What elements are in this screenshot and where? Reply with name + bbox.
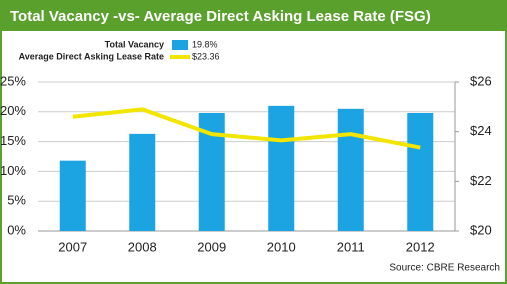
- bar: [59, 160, 86, 231]
- y-tick-label: 25%: [0, 73, 26, 88]
- chart-title: Total Vacancy -vs- Average Direct Asking…: [10, 8, 431, 25]
- line: [72, 107, 421, 150]
- y2-tick-label: $22: [470, 173, 492, 188]
- bar: [129, 133, 156, 231]
- y2-tick-label: $26: [470, 73, 492, 88]
- title-bar: [1, 1, 506, 31]
- x-tick-label: 2012: [406, 239, 435, 254]
- source: Source: CBRE Research: [389, 263, 500, 274]
- legend-label: Total Vacancy: [105, 39, 164, 49]
- y-tick-label: 0%: [7, 222, 26, 237]
- bar: [268, 105, 295, 231]
- legend-swatch: [172, 40, 188, 50]
- bar: [337, 108, 364, 231]
- legend-value: $23.36: [192, 51, 220, 61]
- x-tick-label: 2007: [58, 239, 87, 254]
- x-tick-label: 2010: [267, 239, 296, 254]
- bar: [407, 112, 434, 231]
- y2-tick-label: $24: [470, 123, 492, 138]
- x-tick-label: 2011: [337, 239, 365, 254]
- y-tick-label: 5%: [7, 193, 26, 208]
- x-tick-label: 2008: [128, 239, 157, 254]
- legend-label: Average Direct Asking Lease Rate: [19, 51, 164, 61]
- y2-tick-label: $20: [470, 222, 492, 237]
- y-tick-label: 20%: [0, 103, 26, 118]
- y-tick-label: 10%: [0, 163, 26, 178]
- legend-value: 19.8%: [192, 39, 218, 49]
- y-tick-label: 15%: [0, 133, 26, 148]
- x-tick-label: 2009: [197, 239, 226, 254]
